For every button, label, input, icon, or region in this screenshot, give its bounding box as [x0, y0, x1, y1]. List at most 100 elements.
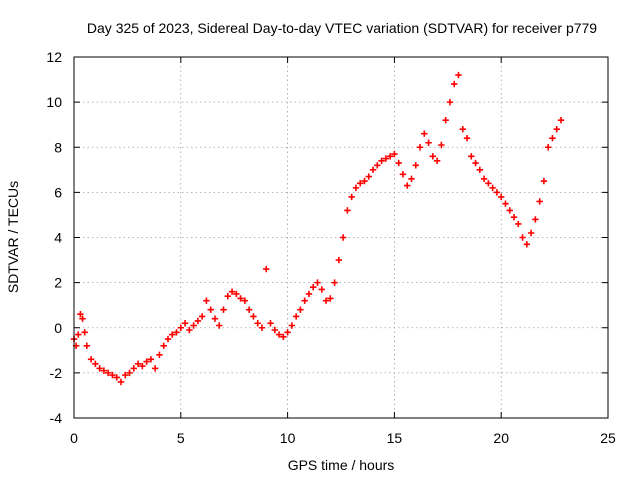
- data-point: [122, 371, 129, 379]
- data-point: [117, 378, 125, 386]
- data-point: [399, 171, 407, 178]
- y-axis-label: SDTVAR / TECUs: [5, 181, 21, 293]
- data-marks: [70, 71, 565, 386]
- x-tick-label: 10: [280, 430, 296, 446]
- data-point: [455, 71, 462, 79]
- data-point: [143, 358, 150, 365]
- data-point: [480, 175, 488, 183]
- data-point: [459, 126, 466, 133]
- data-point: [463, 135, 471, 142]
- data-point: [190, 322, 197, 329]
- data-point: [553, 126, 560, 133]
- data-point: [489, 184, 496, 192]
- data-point: [186, 326, 193, 334]
- data-point: [421, 130, 428, 137]
- data-point: [113, 374, 120, 381]
- y-tick-label: 8: [54, 139, 62, 155]
- data-point: [506, 207, 513, 214]
- x-tick-label: 20: [493, 430, 509, 446]
- data-point: [207, 306, 214, 313]
- data-point: [331, 279, 338, 286]
- data-point: [75, 331, 82, 338]
- data-point: [361, 177, 368, 185]
- data-point: [515, 220, 522, 228]
- data-point: [395, 159, 402, 167]
- data-point: [416, 144, 424, 151]
- y-tick-label: -4: [50, 410, 63, 426]
- data-point: [139, 362, 146, 370]
- data-point: [280, 333, 287, 340]
- data-point: [134, 360, 142, 368]
- x-tick-label: 25: [600, 430, 616, 446]
- x-tick-label: 15: [387, 430, 403, 446]
- data-point: [365, 173, 372, 180]
- data-point: [275, 331, 283, 338]
- data-point: [369, 166, 377, 174]
- data-point: [557, 116, 565, 124]
- data-point: [147, 356, 155, 363]
- data-point: [77, 311, 84, 318]
- data-point: [510, 213, 518, 221]
- data-point: [156, 351, 163, 359]
- x-tick-label: 5: [177, 430, 185, 446]
- data-point: [245, 306, 253, 313]
- data-point: [498, 193, 505, 201]
- data-point: [318, 286, 325, 293]
- y-tick-label: 10: [46, 94, 62, 110]
- data-point: [211, 315, 219, 322]
- data-point: [271, 326, 278, 334]
- data-point: [284, 329, 291, 336]
- data-point: [412, 162, 419, 169]
- data-point: [335, 256, 343, 264]
- y-tick-label: 2: [54, 275, 62, 291]
- data-point: [536, 198, 543, 205]
- data-point: [216, 322, 223, 329]
- data-point: [83, 342, 91, 349]
- data-point: [301, 297, 308, 304]
- data-point: [160, 342, 167, 349]
- y-tick-label: 6: [54, 184, 62, 200]
- data-point: [220, 306, 227, 313]
- data-point: [250, 313, 257, 320]
- data-point: [485, 180, 492, 187]
- axis-ticks: 0 5 10 15 20 25 -4 -2 0 2 4 6 8 10 12: [46, 49, 616, 446]
- data-point: [314, 279, 321, 286]
- data-point: [130, 365, 138, 372]
- data-point: [267, 320, 274, 327]
- y-tick-label: 0: [54, 320, 62, 336]
- data-point: [519, 234, 526, 241]
- data-point: [109, 371, 116, 379]
- data-point: [258, 324, 266, 331]
- data-point: [493, 189, 501, 196]
- data-point: [382, 155, 390, 162]
- data-point: [305, 290, 313, 298]
- data-point: [391, 150, 398, 158]
- data-point: [237, 295, 244, 302]
- data-point: [173, 329, 180, 336]
- data-point: [263, 265, 270, 273]
- data-point: [181, 320, 189, 327]
- data-point: [532, 216, 539, 223]
- data-point: [502, 200, 509, 207]
- data-point: [472, 159, 479, 167]
- data-point: [194, 317, 202, 325]
- data-point: [288, 322, 296, 329]
- y-tick-label: 4: [54, 230, 62, 246]
- data-point: [233, 290, 240, 298]
- data-point: [228, 288, 236, 295]
- data-point: [104, 369, 112, 377]
- data-point: [357, 180, 364, 187]
- data-point: [203, 297, 210, 304]
- x-tick-label: 0: [70, 430, 78, 446]
- data-point: [446, 98, 454, 106]
- data-point: [339, 234, 347, 241]
- data-point: [544, 144, 552, 151]
- data-point: [451, 80, 458, 88]
- data-point: [404, 182, 411, 189]
- data-point: [87, 356, 95, 363]
- data-point: [540, 177, 548, 185]
- x-axis-label: GPS time / hours: [288, 457, 395, 473]
- data-point: [96, 365, 103, 372]
- data-point: [126, 369, 133, 377]
